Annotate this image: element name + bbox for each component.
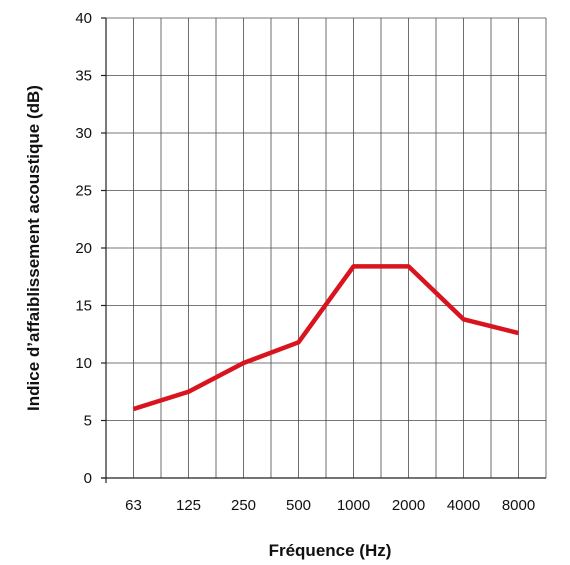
y-tick-label-30: 30 [75, 125, 92, 142]
x-axis-title: Fréquence (Hz) [269, 541, 392, 560]
axes [101, 17, 546, 483]
x-tick-label-63: 63 [125, 497, 142, 514]
series-layer [132, 264, 520, 412]
x-tick-label-2000: 2000 [392, 497, 425, 514]
x-tick-label-250: 250 [231, 497, 256, 514]
x-tick-label-8000: 8000 [502, 497, 535, 514]
x-tick-label-1000: 1000 [337, 497, 370, 514]
x-tick-labels: 63 125 250 500 1000 2000 4000 8000 [125, 497, 535, 514]
series-line-0 [132, 264, 520, 412]
y-tick-labels: 0 5 10 15 20 25 30 35 40 [75, 10, 92, 487]
y-tick-label-25: 25 [75, 183, 92, 200]
x-tick-label-125: 125 [176, 497, 201, 514]
y-tick-label-40: 40 [75, 10, 92, 27]
y-axis-title: Indice d’affaiblissement acoustique (dB) [24, 85, 43, 411]
x-tick-label-4000: 4000 [447, 497, 480, 514]
y-tick-label-15: 15 [75, 298, 92, 315]
y-tick-label-10: 10 [75, 355, 92, 372]
y-tick-label-0: 0 [84, 470, 92, 487]
x-tick-label-500: 500 [286, 497, 311, 514]
y-tick-label-20: 20 [75, 240, 92, 257]
grid [105, 17, 547, 479]
y-tick-label-5: 5 [84, 413, 92, 430]
y-tick-label-35: 35 [75, 68, 92, 85]
